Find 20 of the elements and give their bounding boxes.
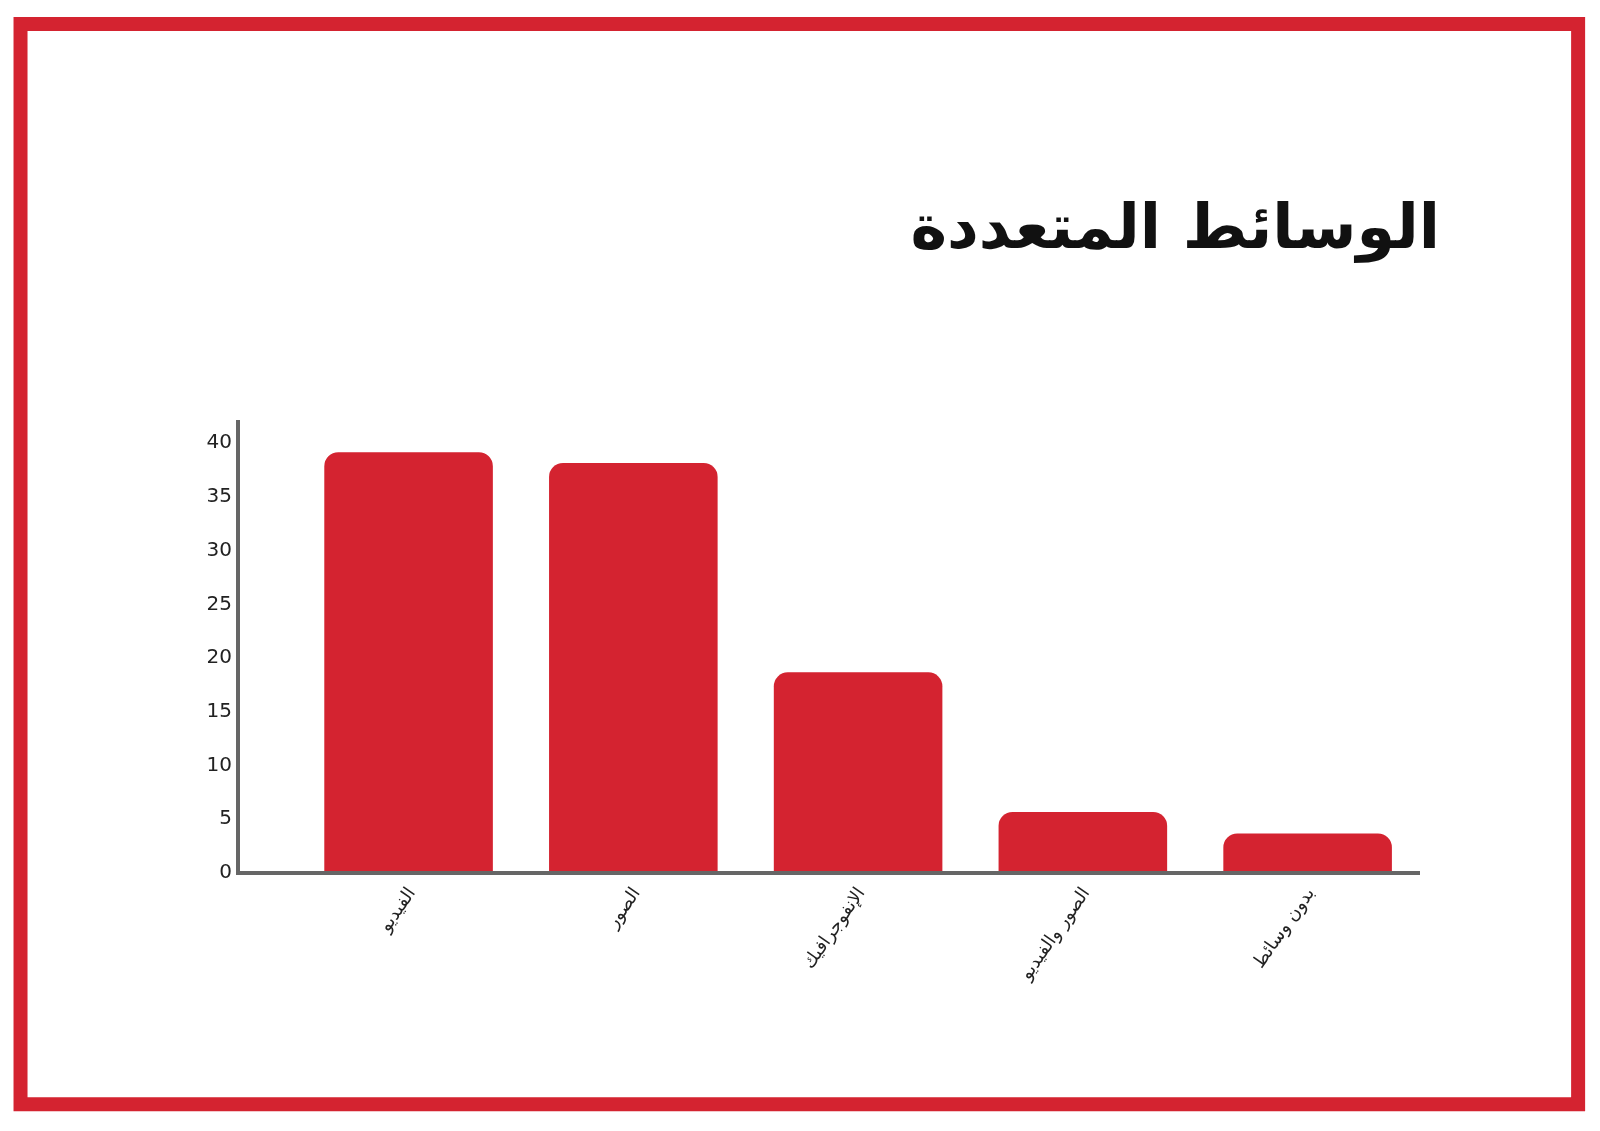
x-tick-label: الفيديو <box>373 883 421 937</box>
y-tick-label: 25 <box>206 590 232 615</box>
y-tick-label: 5 <box>219 805 232 830</box>
bar <box>998 811 1168 871</box>
y-tick-label: 0 <box>219 859 232 883</box>
y-tick-label: 15 <box>206 697 232 722</box>
y-tick-label: 10 <box>206 751 232 776</box>
bar <box>1223 833 1392 871</box>
y-tick-label: 20 <box>206 644 232 669</box>
x-tick-label: الصور والفيديو <box>1014 883 1095 985</box>
bar <box>773 672 943 871</box>
y-tick-label: 30 <box>206 536 232 561</box>
x-tick-label: الصور <box>600 883 645 933</box>
y-tick-label: 35 <box>206 483 232 508</box>
bar <box>549 462 718 871</box>
y-tick-label: 40 <box>206 429 232 454</box>
x-tick-label: بدون وسائط <box>1247 883 1320 973</box>
chart-title: الوسائط المتعددة <box>910 189 1440 263</box>
bar <box>324 452 493 871</box>
x-tick-label: الإنفوجرافيك <box>797 883 870 973</box>
